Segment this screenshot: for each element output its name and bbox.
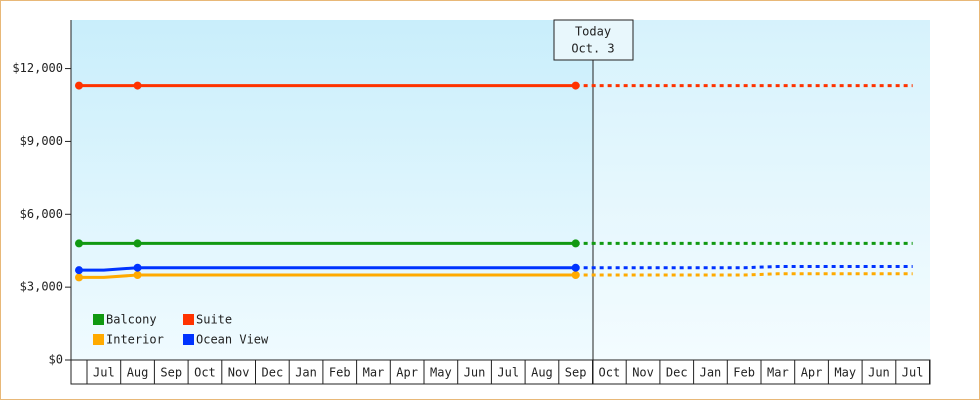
x-tick-label: Nov (228, 366, 250, 380)
x-tick-label: Sep (565, 366, 587, 380)
y-tick-label: $6,000 (20, 207, 63, 221)
legend-swatch (93, 334, 104, 345)
x-tick-label: Feb (733, 366, 755, 380)
x-tick-label: May (834, 366, 856, 380)
point (133, 263, 142, 272)
x-tick-label: Jan (700, 366, 722, 380)
x-tick-label: Nov (632, 366, 654, 380)
y-tick-label: $3,000 (20, 280, 63, 294)
future-area (593, 20, 930, 360)
forecast-line (575, 265, 913, 270)
x-tick-label: Apr (396, 366, 418, 380)
legend-label: Ocean View (196, 333, 269, 347)
y-tick-label: $0 (49, 353, 63, 367)
x-tick-label: Jul (902, 366, 924, 380)
x-tick-label: Oct (599, 366, 621, 380)
legend-swatch (183, 314, 194, 325)
x-tick-label: May (430, 366, 452, 380)
legend-swatch (183, 334, 194, 345)
point (571, 263, 580, 272)
x-tick-label: Jun (464, 366, 486, 380)
x-tick-label: Dec (666, 366, 688, 380)
point (571, 271, 580, 279)
x-tick-label: Aug (127, 366, 149, 380)
legend-label: Suite (196, 313, 232, 327)
x-tick-label: Aug (531, 366, 553, 380)
point (571, 239, 580, 248)
legend-label: Interior (106, 333, 164, 347)
point (75, 266, 83, 275)
point (75, 273, 83, 282)
y-tick-label: $9,000 (20, 134, 63, 148)
point (75, 239, 83, 248)
x-tick-label: Jun (868, 366, 890, 380)
price-line (79, 266, 576, 272)
point (133, 239, 142, 248)
x-tick-label: Mar (363, 366, 385, 380)
x-tick-label: Sep (160, 366, 182, 380)
x-tick-label: Jul (497, 366, 519, 380)
x-tick-label: Apr (801, 366, 823, 380)
plot-area (71, 20, 930, 360)
x-tick-label: Mar (767, 366, 789, 380)
today-label: Today (575, 25, 611, 39)
point (133, 81, 142, 90)
x-axis-band (70, 359, 931, 385)
legend-swatch (93, 314, 104, 325)
forecast-line (575, 272, 913, 277)
point (133, 271, 142, 279)
x-tick-label: Jan (295, 366, 317, 380)
x-tick-label: Oct (194, 366, 216, 380)
legend-label: Balcony (106, 313, 157, 327)
point (75, 81, 83, 90)
point (571, 81, 580, 90)
x-tick-label: Feb (329, 366, 351, 380)
today-label: Oct. 3 (571, 42, 614, 56)
y-tick-label: $12,000 (12, 61, 63, 75)
x-tick-label: Jul (93, 366, 115, 380)
x-tick-label: Dec (262, 366, 284, 380)
today-box (553, 19, 634, 61)
price-line (79, 273, 576, 279)
